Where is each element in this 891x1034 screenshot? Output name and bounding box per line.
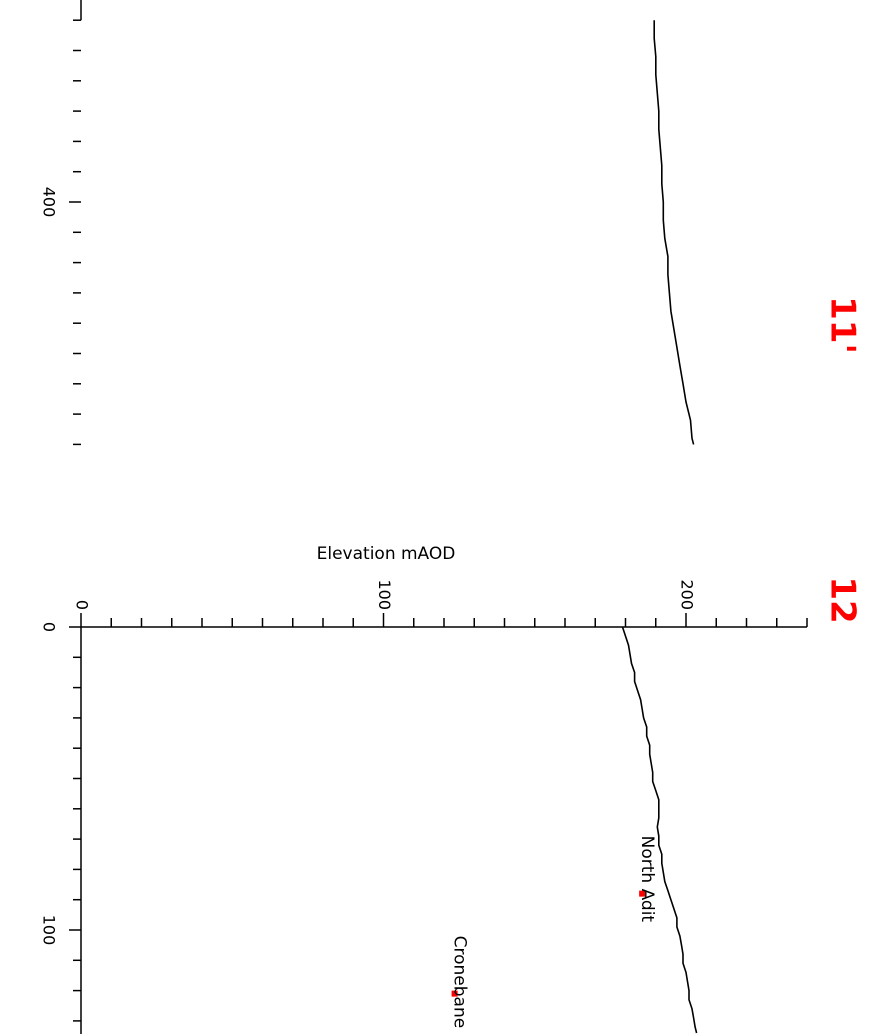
labels-group: 12 11' bbox=[823, 296, 863, 624]
series-group bbox=[621, 20, 698, 1034]
elevation-tick-label: 0 bbox=[73, 600, 92, 610]
profile-line-upper bbox=[653, 20, 695, 445]
points-group: North Adit Cronebane Dee bbox=[450, 836, 658, 1034]
section-label-lower: 12 bbox=[823, 576, 863, 623]
point-label: North Adit bbox=[637, 836, 657, 923]
point-marker bbox=[451, 990, 458, 997]
point-marker bbox=[639, 890, 646, 897]
elevation-axis-title: Elevation mAOD bbox=[317, 544, 456, 564]
axes-group: 0 100 200 Elevation mAOD 0 100 400 bbox=[40, 0, 808, 1034]
elevation-tick-label: 200 bbox=[678, 579, 697, 610]
chainage-tick-label-upper: 400 bbox=[40, 187, 59, 218]
profile-line-lower bbox=[621, 626, 698, 1034]
point-label: Cronebane Dee bbox=[450, 936, 470, 1034]
section-label-upper: 11' bbox=[823, 296, 863, 354]
elevation-tick-label: 100 bbox=[375, 579, 394, 610]
chainage-tick-label-lower: 100 bbox=[40, 915, 59, 946]
chainage-tick-label-lower: 0 bbox=[40, 622, 59, 632]
